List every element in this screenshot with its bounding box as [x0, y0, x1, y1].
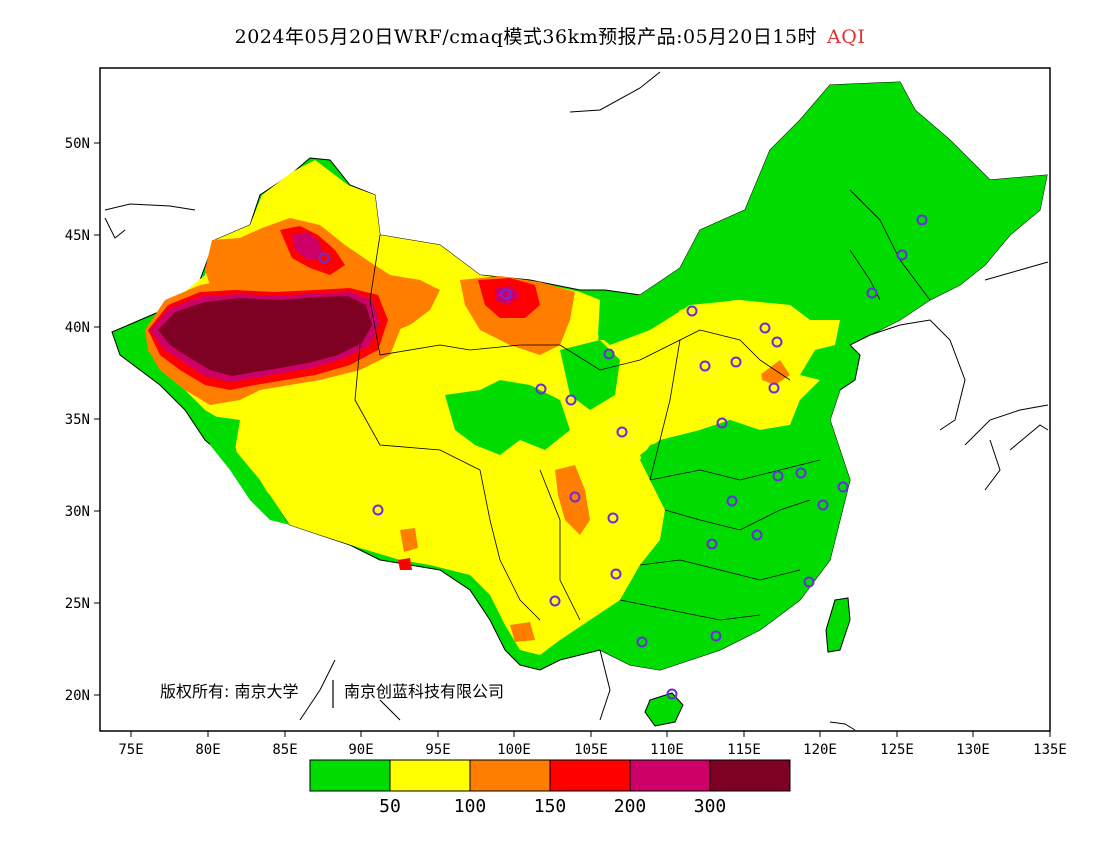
colorbar-label: 50	[379, 796, 401, 817]
station-marker	[751, 529, 763, 541]
title-variable: AQI	[827, 26, 866, 48]
lat-axis: 50N 45N 40N 35N 30N 25N 20N	[65, 136, 100, 704]
colorbar: 50 100 150 200 300	[309, 759, 791, 817]
station-marker	[866, 287, 878, 299]
lon-axis: 75E 80E 85E 90E 95E 100E 105E 110E 115E …	[118, 731, 1067, 758]
lon-tick-label: 120E	[803, 742, 837, 758]
colorbar-swatch	[550, 760, 630, 791]
station-marker	[795, 467, 807, 479]
lon-tick-label: 100E	[497, 742, 531, 758]
aqi-green-east-south	[598, 82, 1047, 340]
aqi-purple-north-xinjiang	[292, 232, 322, 260]
station-marker	[916, 214, 928, 226]
colorbar-swatch	[310, 760, 390, 791]
aqi-orange-yunnan-b	[510, 622, 535, 642]
credit-text-2: 南京创蓝科技有限公司	[344, 682, 504, 701]
station-marker	[616, 426, 628, 438]
station-marker	[710, 630, 722, 642]
colorbar-label: 100	[454, 796, 487, 817]
colorbar-swatch	[470, 760, 550, 791]
station-marker	[607, 512, 619, 524]
station-marker	[896, 249, 908, 261]
lon-tick-label: 85E	[272, 742, 297, 758]
lat-tick-label: 25N	[65, 596, 90, 612]
station-marker	[686, 305, 698, 317]
station-marker	[772, 470, 784, 482]
aqi-orange-yunnan-a	[400, 528, 418, 552]
lon-tick-label: 110E	[650, 742, 684, 758]
map-layers: 版权所有: 南京大学 南京创蓝科技有限公司	[104, 71, 1049, 731]
station-marker	[565, 394, 577, 406]
hainan-island	[644, 692, 684, 727]
colorbar-swatch	[630, 760, 710, 791]
lat-tick-label: 45N	[65, 228, 90, 244]
credit-text: 版权所有: 南京大学	[160, 682, 298, 701]
province-boundaries	[354, 189, 931, 621]
neighbor-coastlines	[104, 71, 1049, 731]
lat-tick-label: 50N	[65, 136, 90, 152]
station-marker	[730, 356, 742, 368]
lat-tick-label: 20N	[65, 688, 90, 704]
station-marker	[372, 504, 384, 516]
station-marker	[569, 491, 581, 503]
station-marker	[837, 481, 849, 493]
colorbar-label: 300	[694, 796, 727, 817]
lon-tick-label: 130E	[956, 742, 990, 758]
station-marker	[759, 322, 771, 334]
aqi-red-tibet-south	[398, 558, 412, 570]
station-marker	[817, 499, 829, 511]
station-marker	[666, 688, 678, 700]
lon-tick-label: 80E	[195, 742, 220, 758]
station-marker	[706, 538, 718, 550]
station-marker	[699, 360, 711, 372]
colorbar-label: 200	[614, 796, 647, 817]
station-markers	[318, 214, 928, 700]
aqi-green-pocket-tibet	[205, 415, 290, 525]
map-title: 2024年05月20日WRF/cmaq模式36km预报产品:05月20日15时 A…	[0, 22, 1100, 49]
lon-tick-label: 75E	[118, 742, 143, 758]
aqi-maroon-tarim-core	[158, 296, 372, 376]
station-marker	[726, 495, 738, 507]
aqi-green-pocket-qinghai	[445, 380, 570, 455]
station-marker	[803, 576, 815, 588]
station-marker	[500, 288, 512, 300]
station-marker	[771, 336, 783, 348]
aqi-green-south	[595, 380, 850, 670]
lat-tick-label: 30N	[65, 504, 90, 520]
lat-tick-label: 35N	[65, 412, 90, 428]
station-marker	[549, 595, 561, 607]
aqi-yellow-northchina	[660, 300, 810, 400]
aqi-purple-inner-mongolia	[495, 286, 520, 305]
colorbar-swatch	[710, 760, 790, 791]
station-marker	[636, 636, 648, 648]
station-marker	[318, 252, 330, 264]
colorbar-label: 150	[534, 796, 567, 817]
title-main: 2024年05月20日WRF/cmaq模式36km预报产品:05月20日15时	[234, 26, 818, 48]
station-marker	[768, 382, 780, 394]
station-marker	[535, 383, 547, 395]
lon-tick-label: 95E	[425, 742, 450, 758]
lon-tick-label: 115E	[727, 742, 761, 758]
taiwan-island	[825, 597, 851, 653]
lon-tick-label: 135E	[1033, 742, 1067, 758]
colorbar-swatch	[390, 760, 470, 791]
lon-tick-label: 125E	[880, 742, 914, 758]
lat-tick-label: 40N	[65, 320, 90, 336]
map-frame	[99, 67, 1051, 732]
station-marker	[603, 348, 615, 360]
station-marker	[610, 568, 622, 580]
lon-tick-label: 105E	[574, 742, 608, 758]
lon-tick-label: 90E	[348, 742, 373, 758]
station-marker	[716, 417, 728, 429]
